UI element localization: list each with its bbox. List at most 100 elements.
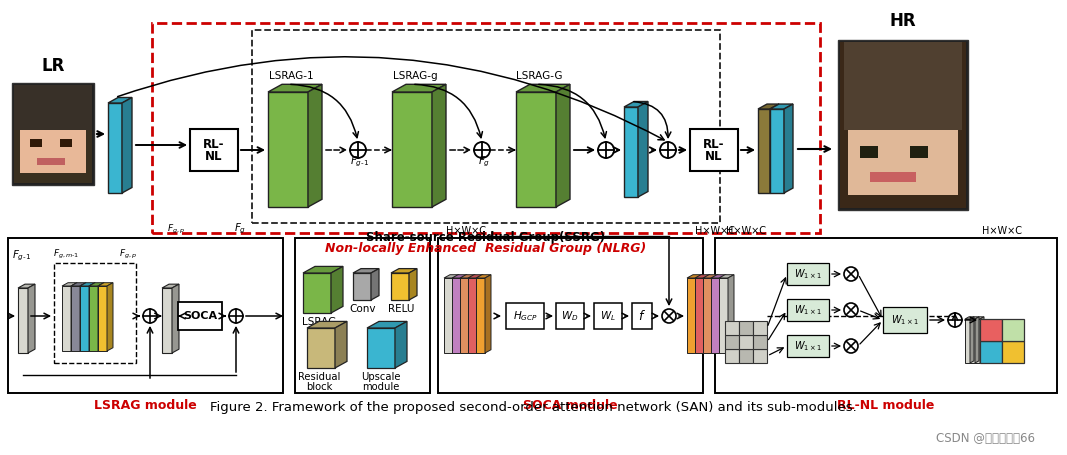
Bar (152, 23, 821, 233)
Bar (787, 263, 829, 285)
Polygon shape (711, 275, 726, 278)
Polygon shape (476, 278, 485, 353)
Polygon shape (107, 283, 113, 351)
Polygon shape (758, 104, 779, 109)
Polygon shape (461, 275, 467, 353)
Text: $F_{g}$: $F_{g}$ (478, 154, 490, 169)
Bar (883, 307, 927, 333)
Polygon shape (98, 283, 113, 286)
Polygon shape (108, 103, 122, 193)
Polygon shape (468, 278, 477, 353)
Text: $W_D$: $W_D$ (561, 309, 578, 323)
Text: LSRAG-1: LSRAG-1 (269, 71, 314, 81)
Polygon shape (80, 286, 89, 351)
Bar (840, 42, 966, 208)
Bar (690, 129, 738, 171)
Polygon shape (367, 321, 407, 328)
Polygon shape (770, 104, 779, 193)
Polygon shape (268, 92, 308, 207)
Polygon shape (71, 283, 77, 351)
Polygon shape (162, 284, 179, 288)
Text: CSDN @加勒比海帤66: CSDN @加勒比海帤66 (936, 433, 1035, 445)
Text: H×W×C: H×W×C (982, 226, 1022, 236)
Polygon shape (303, 266, 343, 273)
Bar (724, 335, 739, 349)
Bar (739, 335, 753, 349)
Polygon shape (695, 278, 704, 353)
Bar (715, 238, 1057, 393)
Bar (787, 335, 829, 357)
Bar (860, 146, 878, 158)
Text: $f$: $f$ (638, 309, 646, 323)
Polygon shape (975, 317, 980, 363)
Polygon shape (71, 283, 86, 286)
Bar (1002, 319, 1024, 341)
Polygon shape (71, 286, 80, 351)
Text: LSRAG-G: LSRAG-G (515, 71, 562, 81)
Polygon shape (720, 275, 726, 353)
Polygon shape (162, 288, 172, 353)
Text: $F_{g,p}$: $F_{g,p}$ (166, 223, 185, 236)
Text: $W_{1\times1}$: $W_{1\times1}$ (891, 313, 919, 327)
Bar (178, 302, 222, 330)
Polygon shape (703, 278, 712, 353)
Bar (838, 40, 968, 210)
Polygon shape (308, 84, 322, 207)
Text: $F_{g,p}$: $F_{g,p}$ (118, 248, 137, 261)
Polygon shape (80, 283, 95, 286)
Polygon shape (687, 278, 696, 353)
Text: SOCA module: SOCA module (523, 399, 618, 412)
Polygon shape (108, 97, 132, 103)
Text: RL-: RL- (203, 138, 225, 152)
Polygon shape (453, 275, 459, 353)
Text: LSRAG-g: LSRAG-g (393, 71, 437, 81)
Polygon shape (62, 286, 71, 351)
Polygon shape (728, 275, 734, 353)
Polygon shape (970, 317, 980, 319)
Polygon shape (409, 268, 417, 300)
Polygon shape (307, 328, 335, 368)
Bar (753, 335, 767, 349)
Polygon shape (460, 275, 475, 278)
Polygon shape (970, 317, 974, 363)
Polygon shape (432, 84, 446, 207)
Polygon shape (719, 278, 728, 353)
Polygon shape (391, 268, 417, 273)
Polygon shape (122, 97, 132, 193)
Bar (844, 42, 962, 130)
Polygon shape (367, 328, 395, 368)
Polygon shape (975, 319, 980, 363)
Polygon shape (638, 101, 648, 197)
Polygon shape (468, 275, 483, 278)
Bar (753, 349, 767, 363)
Polygon shape (89, 283, 95, 351)
Polygon shape (89, 283, 103, 286)
Polygon shape (98, 286, 107, 351)
Bar (556, 303, 584, 329)
Polygon shape (477, 275, 483, 353)
Polygon shape (98, 283, 103, 351)
Text: $W_{1\times1}$: $W_{1\times1}$ (794, 267, 822, 281)
Text: LSRAG: LSRAG (302, 317, 336, 327)
Text: RELU: RELU (387, 304, 414, 314)
Polygon shape (18, 284, 35, 288)
Bar (294, 238, 430, 393)
Text: H×W×C: H×W×C (695, 226, 735, 236)
Polygon shape (353, 273, 371, 300)
Bar (30, 139, 42, 147)
Polygon shape (758, 109, 770, 193)
Polygon shape (28, 284, 35, 353)
Text: NL: NL (705, 151, 722, 163)
Text: Figure 2. Framework of the proposed second-order attention network (SAN) and its: Figure 2. Framework of the proposed seco… (209, 401, 857, 415)
Bar (37, 158, 65, 165)
Polygon shape (452, 278, 461, 353)
Polygon shape (516, 84, 570, 92)
Bar (7, 238, 283, 393)
Polygon shape (172, 284, 179, 353)
Bar (506, 303, 544, 329)
Bar (910, 146, 928, 158)
Bar (980, 319, 1002, 341)
Polygon shape (460, 278, 469, 353)
Text: $F_{g\text{-}1}$: $F_{g\text{-}1}$ (350, 154, 369, 169)
Polygon shape (975, 317, 984, 319)
